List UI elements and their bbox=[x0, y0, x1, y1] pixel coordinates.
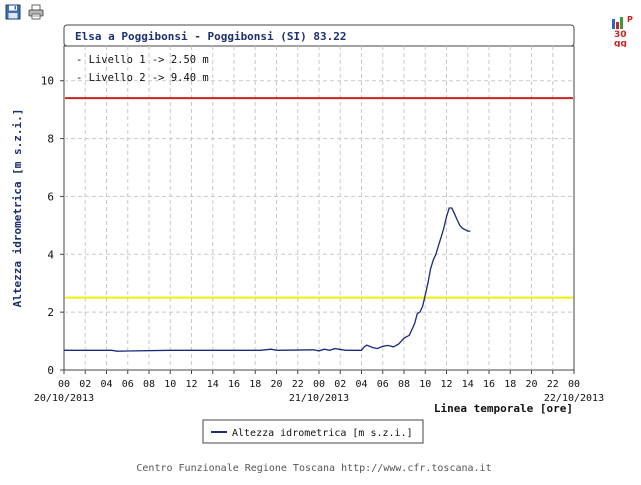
chart-title: Elsa a Poggibonsi - Poggibonsi (SI) 83.2… bbox=[75, 30, 347, 43]
x-axis-ticks: 00 02 04 06 08 10 12 14 16 18 20 22 00 02 04 06 08 10 12 14… bbox=[58, 370, 580, 390]
footer-credits: Centro Funzionale Regione Toscana http:/… bbox=[136, 463, 491, 474]
x-tick-label: 06 bbox=[377, 379, 389, 390]
x-tick-label: 16 bbox=[228, 379, 240, 390]
badge-days-unit: gg bbox=[614, 39, 627, 47]
badge-letter: P bbox=[627, 15, 633, 24]
y-tick-label: 6 bbox=[47, 190, 54, 203]
x-tick-label: 00 bbox=[568, 379, 580, 390]
level-annotations: - Livello 1 -> 2.50 m - Livello 2 -> 9.40… bbox=[76, 54, 209, 84]
legend-box bbox=[202, 419, 424, 444]
date-labels: 20/10/2013 21/10/2013 22/10/2013 bbox=[34, 393, 604, 404]
x-tick-label: 14 bbox=[207, 379, 219, 390]
30-day-chart-button[interactable]: P 30 gg bbox=[610, 15, 634, 49]
threshold-lines bbox=[65, 97, 573, 299]
badge-days-number: 30 bbox=[614, 30, 627, 40]
x-tick-label: 08 bbox=[398, 379, 410, 390]
print-button[interactable] bbox=[28, 4, 44, 20]
x-tick-label: 12 bbox=[185, 379, 197, 390]
x-tick-label: 08 bbox=[143, 379, 155, 390]
series-group bbox=[64, 207, 471, 352]
x-tick-label: 14 bbox=[462, 379, 474, 390]
y-tick-label: 4 bbox=[47, 248, 54, 261]
x-tick-label: 02 bbox=[334, 379, 346, 390]
x-tick-label: 04 bbox=[355, 379, 367, 390]
grid-lines bbox=[64, 46, 574, 370]
x-tick-label: 22 bbox=[547, 379, 559, 390]
x-tick-label: 10 bbox=[419, 379, 431, 390]
y-tick-label: 2 bbox=[47, 306, 54, 319]
x-tick-label: 12 bbox=[440, 379, 452, 390]
x-date-label: 22/10/2013 bbox=[544, 393, 604, 404]
y-axis-label: Altezza idrometrica [m s.z.i.] bbox=[11, 109, 24, 308]
x-date-label: 20/10/2013 bbox=[34, 393, 94, 404]
save-button[interactable] bbox=[5, 4, 21, 20]
x-tick-label: 20 bbox=[525, 379, 537, 390]
x-tick-label: 10 bbox=[164, 379, 176, 390]
x-tick-label: 00 bbox=[58, 379, 70, 390]
legend-label: Altezza idrometrica [m s.z.i.] bbox=[232, 428, 413, 439]
printer-icon bbox=[28, 4, 44, 20]
y-tick-label: 10 bbox=[41, 75, 54, 88]
y-axis-ticks: 0 2 4 6 8 10 bbox=[41, 75, 64, 377]
bar-chart-icon: P 30 gg bbox=[612, 15, 633, 49]
level-annotation: - Livello 2 -> 9.40 m bbox=[76, 72, 209, 84]
level-annotation: - Livello 1 -> 2.50 m bbox=[76, 54, 209, 66]
x-tick-label: 18 bbox=[504, 379, 516, 390]
x-tick-label: 20 bbox=[270, 379, 282, 390]
x-tick-label: 16 bbox=[483, 379, 495, 390]
x-tick-label: 00 bbox=[313, 379, 325, 390]
x-tick-label: 06 bbox=[122, 379, 134, 390]
x-date-label: 21/10/2013 bbox=[289, 393, 349, 404]
x-tick-label: 18 bbox=[249, 379, 261, 390]
x-tick-label: 02 bbox=[79, 379, 91, 390]
x-tick-label: 22 bbox=[292, 379, 304, 390]
y-tick-label: 0 bbox=[47, 364, 54, 377]
floppy-disk-icon bbox=[5, 4, 21, 20]
series-line bbox=[64, 207, 471, 352]
x-tick-label: 04 bbox=[100, 379, 112, 390]
x-axis-label: Linea temporale [ore] bbox=[434, 402, 573, 415]
y-tick-label: 8 bbox=[47, 133, 54, 146]
